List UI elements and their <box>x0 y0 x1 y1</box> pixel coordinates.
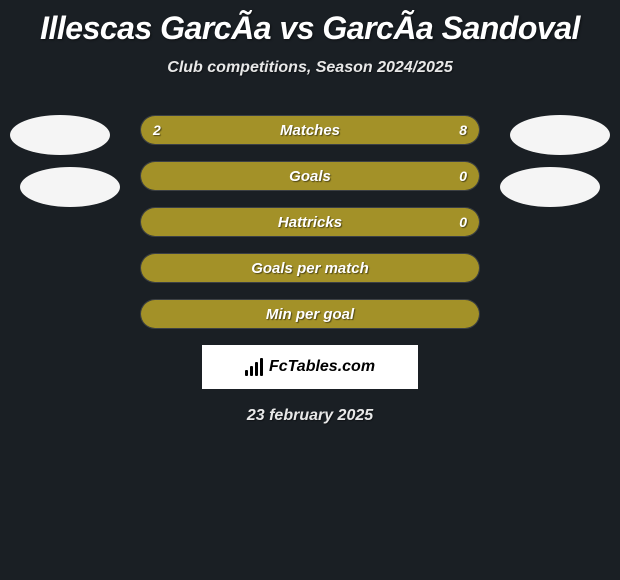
stat-label: Goals per match <box>141 254 479 282</box>
comparison-chart: 28Matches 0Goals 0Hattricks Goals per match… <box>0 115 620 425</box>
team-left-avatar <box>20 167 120 207</box>
stat-row: 28Matches <box>140 115 480 145</box>
stat-row: 0Hattricks <box>140 207 480 237</box>
stat-row: Goals per match <box>140 253 480 283</box>
stat-label: Matches <box>141 116 479 144</box>
stat-label: Goals <box>141 162 479 190</box>
player-right-avatar <box>510 115 610 155</box>
stat-label: Hattricks <box>141 208 479 236</box>
stat-row: Min per goal <box>140 299 480 329</box>
team-right-avatar <box>500 167 600 207</box>
page-title: Illescas GarcÃa vs GarcÃa Sandoval <box>0 0 620 47</box>
logo-box: FcTables.com <box>202 345 418 389</box>
bars-container: 28Matches 0Goals 0Hattricks Goals per match… <box>140 115 480 329</box>
date-label: 23 february 2025 <box>0 407 620 425</box>
stat-row: 0Goals <box>140 161 480 191</box>
subtitle: Club competitions, Season 2024/2025 <box>0 59 620 77</box>
player-left-avatar <box>10 115 110 155</box>
bar-chart-icon <box>245 358 263 376</box>
logo-text: FcTables.com <box>269 358 375 376</box>
stat-label: Min per goal <box>141 300 479 328</box>
